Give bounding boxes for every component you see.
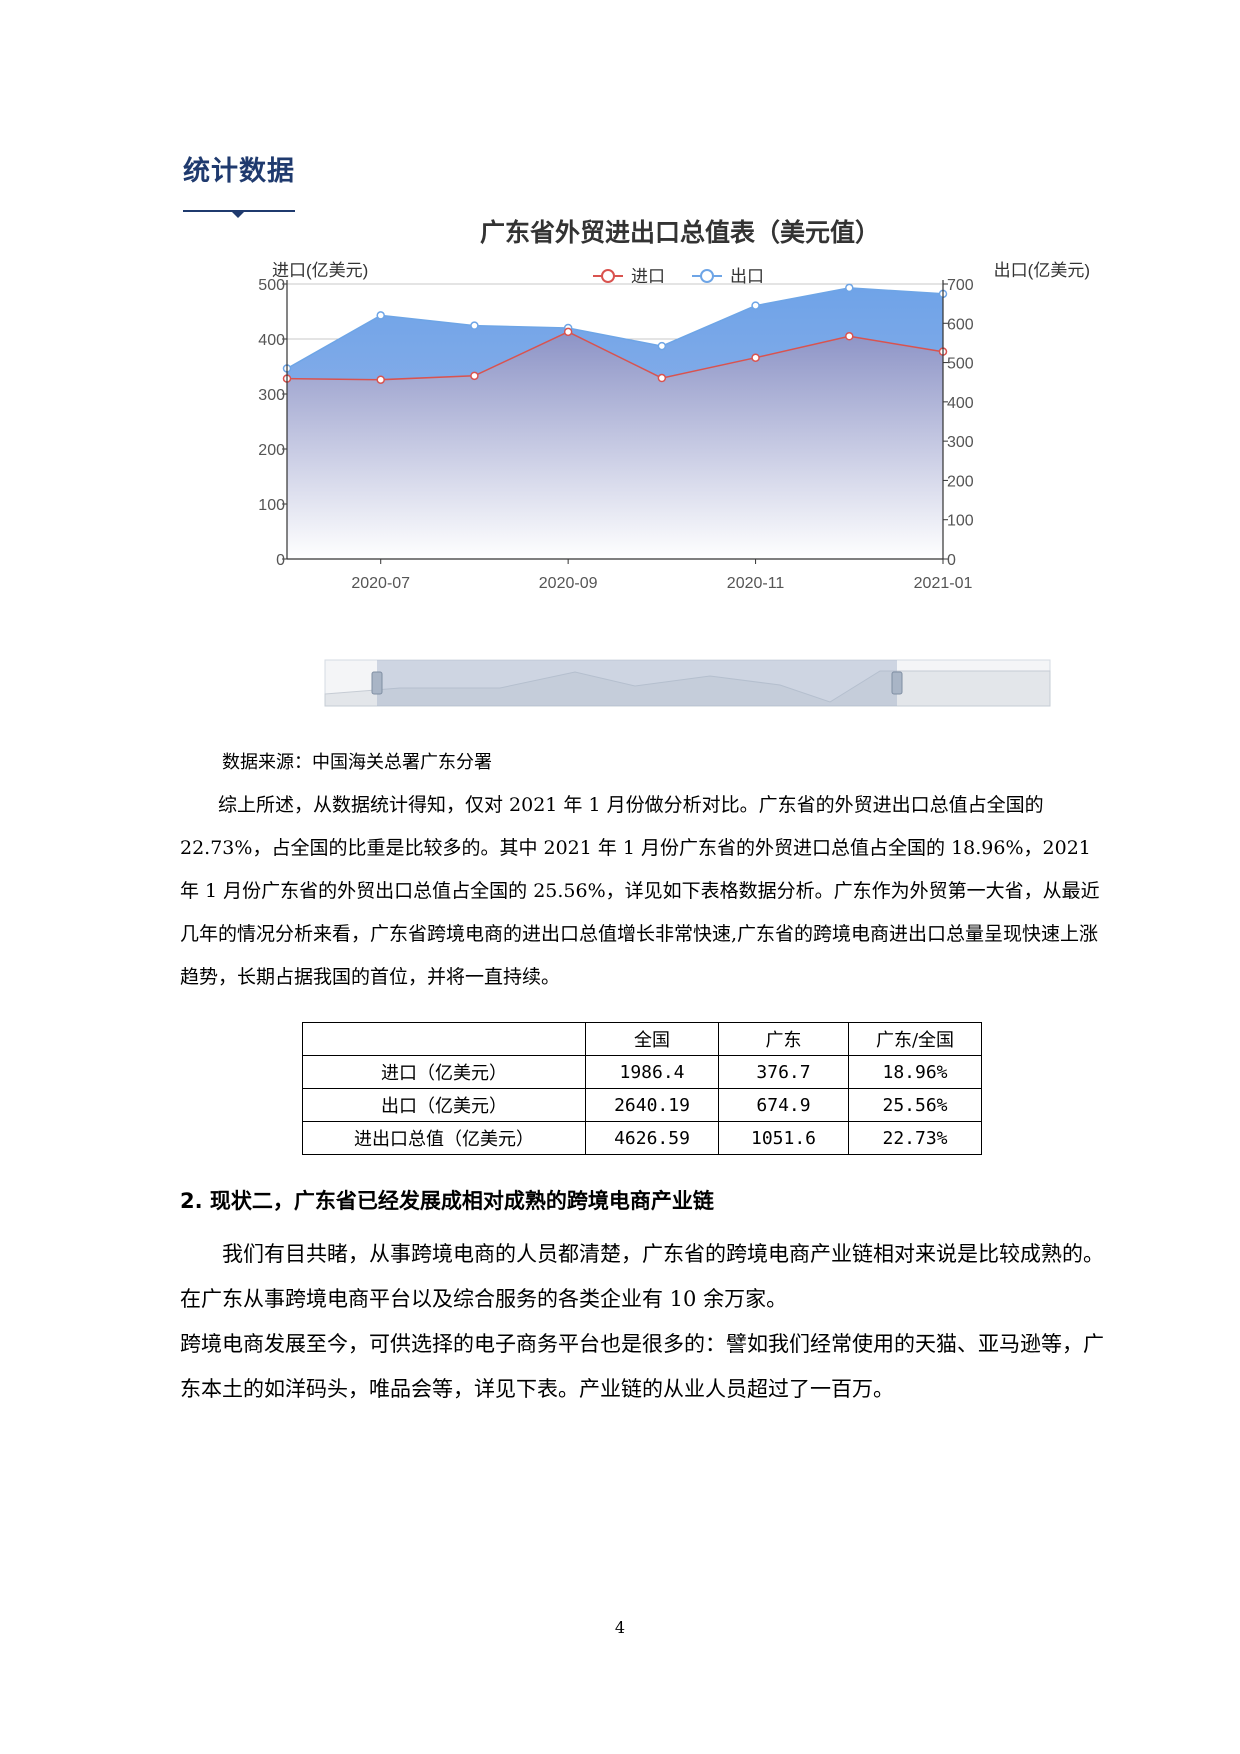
left-tick-label: 400 <box>258 332 285 349</box>
table-cell: 进口（亿美元） <box>302 1055 586 1089</box>
right-tick-label: 200 <box>947 473 974 490</box>
table-header-cell: 广东/全国 <box>848 1022 982 1056</box>
right-tick-label: 500 <box>947 356 974 373</box>
import-point <box>657 373 667 383</box>
table-header-cell: 全国 <box>585 1022 719 1056</box>
right-tick-label: 700 <box>947 277 974 294</box>
data-source: 数据来源：中国海关总署广东分署 <box>222 752 492 773</box>
x-tick-label: 2020-09 <box>539 575 598 592</box>
import-point <box>376 375 385 384</box>
section-title: 统计数据 <box>183 156 295 187</box>
trade-chart: 广东省外贸进出口总值表（美元值） 进口(亿美元) 出口(亿美元) 进口 出口 0… <box>258 218 1090 707</box>
table-header-row: 全国 广东 广东/全国 <box>302 1022 982 1056</box>
import-line <box>286 330 944 381</box>
datazoom-left-handle[interactable] <box>371 671 383 695</box>
x-tick-label: 2021-01 <box>914 575 973 592</box>
left-tick-label: 200 <box>258 442 285 459</box>
datazoom-selected-range[interactable] <box>377 660 897 706</box>
summary-paragraph: 综上所述，从数据统计得知，仅对 2021 年 1 月份做分析对比。广东省的外贸进… <box>180 784 1110 999</box>
legend-export-marker-icon <box>700 269 714 283</box>
legend-export-label[interactable]: 出口 <box>730 267 764 286</box>
paragraph2-line2: 跨境电商发展至今，可供选择的电子商务平台也是很多的：譬如我们经常使用的天猫、亚马… <box>180 1332 1104 1401</box>
table-row: 进口（亿美元） 1986.4 376.7 18.96% <box>302 1055 982 1089</box>
table-cell: 进出口总值（亿美元） <box>302 1121 586 1155</box>
import-point <box>563 327 573 337</box>
right-tick-label: 0 <box>947 552 956 569</box>
page-number: 4 <box>614 1618 626 1637</box>
export-point <box>845 283 854 293</box>
import-point <box>470 371 479 381</box>
legend-import-label[interactable]: 进口 <box>631 267 665 286</box>
table-cell: 376.7 <box>718 1055 849 1089</box>
table-header-cell <box>302 1022 586 1056</box>
table-cell: 18.96% <box>848 1055 982 1089</box>
section-heading-2: 2. 现状二，广东省已经发展成相对成熟的跨境电商产业链 <box>180 1189 714 1213</box>
import-point <box>845 332 854 341</box>
right-axis-ticks: 0 100 200 300 400 500 600 700 <box>943 277 974 569</box>
table-cell: 25.56% <box>848 1088 982 1122</box>
right-tick-label: 300 <box>947 434 974 451</box>
left-tick-label: 500 <box>258 277 285 294</box>
axes <box>286 280 944 560</box>
export-point <box>657 341 667 351</box>
industry-chain-paragraph: 我们有目共睹，从事跨境电商的人员都清楚，广东省的跨境电商产业链相对来说是比较成熟… <box>180 1232 1110 1412</box>
section-caret-icon <box>231 211 245 218</box>
table-cell: 1051.6 <box>718 1121 849 1155</box>
chart-title: 广东省外贸进出口总值表（美元值） <box>480 218 880 247</box>
left-tick-label: 300 <box>258 387 285 404</box>
left-axis-ticks: 0 100 200 300 400 500 <box>258 277 287 569</box>
left-axis-label: 进口(亿美元) <box>272 261 368 280</box>
export-point <box>376 311 385 320</box>
right-tick-label: 400 <box>947 395 974 412</box>
table-header-cell: 广东 <box>718 1022 849 1056</box>
table-cell: 22.73% <box>848 1121 982 1155</box>
legend[interactable]: 进口 出口 <box>593 267 764 286</box>
x-tick-label: 2020-07 <box>351 575 410 592</box>
left-tick-label: 100 <box>258 497 285 514</box>
export-point <box>751 301 760 310</box>
table-cell: 出口（亿美元） <box>302 1088 586 1122</box>
table-cell: 4626.59 <box>585 1121 719 1155</box>
table-row: 进出口总值（亿美元） 4626.59 1051.6 22.73% <box>302 1121 982 1155</box>
datazoom-slider[interactable] <box>324 659 1051 707</box>
table-cell: 674.9 <box>718 1088 849 1122</box>
section-header: 统计数据 <box>183 156 295 218</box>
export-point <box>470 321 479 330</box>
datazoom-preview-shape <box>324 670 1051 707</box>
table-cell: 1986.4 <box>585 1055 719 1089</box>
x-axis-ticks: 2020-07 2020-09 2020-11 2021-01 <box>351 559 972 592</box>
import-point <box>751 353 760 362</box>
table-row: 出口（亿美元） 2640.19 674.9 25.56% <box>302 1088 982 1122</box>
datazoom-right-handle[interactable] <box>891 671 903 695</box>
x-tick-label: 2020-11 <box>727 575 785 592</box>
import-area <box>287 331 943 559</box>
paragraph2-line1: 我们有目共睹，从事跨境电商的人员都清楚，广东省的跨境电商产业链相对来说是比较成熟… <box>180 1242 1104 1311</box>
comparison-table: 全国 广东 广东/全国 进口（亿美元） 1986.4 376.7 18.96% … <box>302 1022 982 1155</box>
right-axis-label: 出口(亿美元) <box>994 261 1090 280</box>
right-tick-label: 100 <box>947 513 974 530</box>
summary-text: 综上所述，从数据统计得知，仅对 2021 年 1 月份做分析对比。广东省的外贸进… <box>180 794 1100 988</box>
left-tick-label: 0 <box>276 552 285 569</box>
right-tick-label: 600 <box>947 316 974 333</box>
export-line <box>286 287 944 370</box>
table-cell: 2640.19 <box>585 1088 719 1122</box>
legend-import-marker-icon <box>601 269 615 283</box>
